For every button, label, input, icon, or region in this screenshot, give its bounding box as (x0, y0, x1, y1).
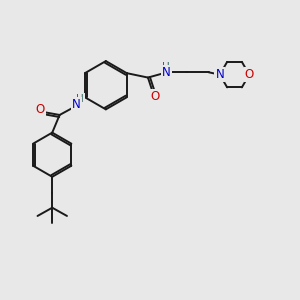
Text: O: O (244, 68, 254, 81)
Text: N: N (215, 68, 224, 81)
Text: O: O (150, 90, 159, 103)
Text: H: H (162, 62, 170, 72)
Text: H: H (76, 94, 84, 104)
Text: N: N (162, 66, 171, 79)
Text: N: N (72, 98, 81, 111)
Text: O: O (36, 103, 45, 116)
